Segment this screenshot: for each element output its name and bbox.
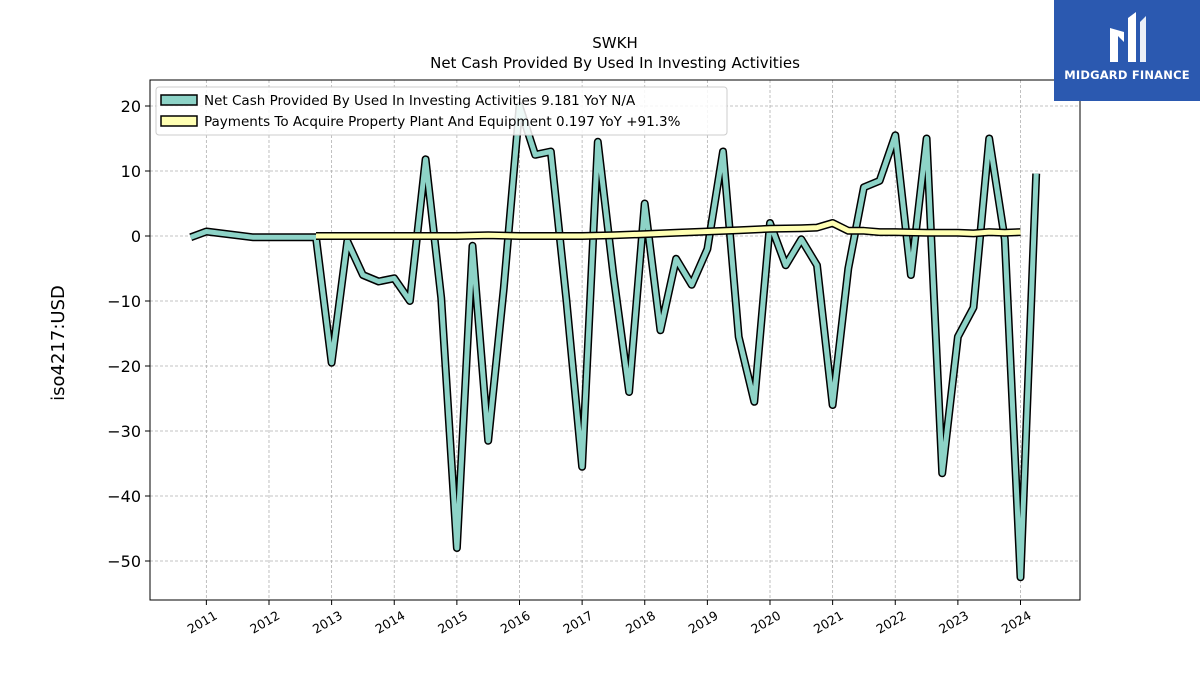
series-line-0: [189, 103, 1039, 580]
legend-box: [155, 86, 728, 136]
grid-lines: [150, 80, 1080, 600]
x-tick-label: 2022: [873, 608, 908, 637]
chart-subtitle: Net Cash Provided By Used In Investing A…: [430, 54, 800, 72]
legend-entry: Payments To Acquire Property Plant And E…: [204, 114, 681, 130]
y-tick-label: −30: [107, 422, 141, 441]
midgard-logo: MIDGARD FINANCE: [1054, 0, 1200, 101]
y-tick-label: −50: [107, 552, 141, 571]
x-tick-label: 2014: [372, 608, 407, 637]
x-tick-label: 2015: [435, 608, 470, 637]
y-axis: 20 10 0 −10 −20 −30 −40 −50: [107, 97, 150, 571]
x-axis: 2011 2012 2013 2014 2015 2016 2017 2018 2019 2020…: [185, 600, 1034, 637]
x-tick-label: 2017: [560, 608, 595, 637]
x-tick-label: 2020: [748, 608, 783, 637]
logo-text: MIDGARD FINANCE: [1064, 68, 1190, 82]
y-tick-label: 0: [131, 227, 141, 246]
y-tick-label: −20: [107, 357, 141, 376]
midgard-logo-icon: [1110, 12, 1146, 62]
x-tick-label: 2024: [999, 608, 1034, 637]
y-tick-label: −40: [107, 487, 141, 506]
x-tick-label: 2019: [686, 608, 721, 637]
y-tick-label: 10: [121, 162, 141, 181]
y-tick-label: 20: [121, 97, 141, 116]
x-tick-label: 2012: [247, 608, 282, 637]
x-tick-label: 2018: [623, 608, 658, 637]
y-tick-label: −10: [107, 292, 141, 311]
series-layer: [189, 102, 1041, 582]
x-tick-label: 2023: [936, 608, 971, 637]
legend-swatch: [160, 115, 198, 127]
legend-swatch: [160, 94, 198, 106]
series-line-1: [316, 220, 1021, 239]
x-tick-label: 2021: [811, 608, 846, 637]
chart-title: SWKH: [592, 34, 637, 52]
series-line-outline-0: [189, 102, 1041, 582]
x-tick-label: 2011: [185, 608, 220, 637]
y-axis-label: iso4217:USD: [48, 285, 69, 401]
x-tick-label: 2016: [498, 608, 533, 637]
legend-entry: Net Cash Provided By Used In Investing A…: [204, 93, 636, 109]
x-tick-label: 2013: [310, 608, 345, 637]
legend: Net Cash Provided By Used In Investing A…: [155, 86, 728, 136]
plot-frame: [149, 79, 1081, 601]
